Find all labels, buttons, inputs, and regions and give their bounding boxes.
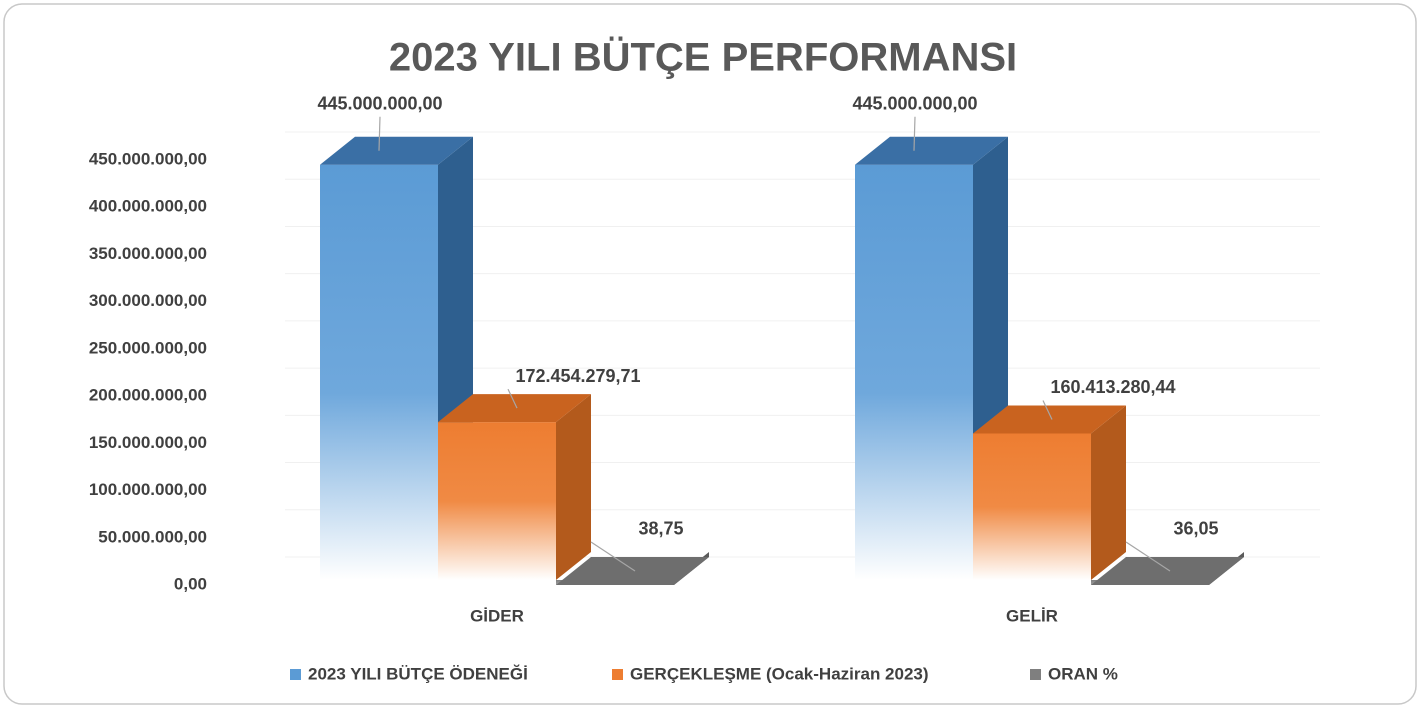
bar (438, 394, 591, 580)
bar (855, 136, 1008, 580)
bar-top (556, 556, 709, 585)
leader-line (590, 541, 636, 572)
bar-side (1091, 405, 1126, 580)
bar-front (438, 422, 556, 580)
legend-label: 2023 YILI BÜTÇE ÖDENEĞİ (308, 664, 528, 683)
leader-line (1125, 541, 1171, 572)
bar-top (320, 136, 473, 165)
y-tick-label: 350.000.000,00 (89, 244, 207, 263)
y-tick-label: 400.000.000,00 (89, 197, 207, 216)
leader-line (507, 388, 518, 409)
data-label: 445.000.000,00 (317, 93, 442, 113)
y-tick-label: 150.000.000,00 (89, 433, 207, 452)
bar-top (855, 136, 1008, 165)
legend-swatch (1030, 669, 1041, 680)
y-tick-label: 100.000.000,00 (89, 480, 207, 499)
y-tick-label: 200.000.000,00 (89, 386, 207, 405)
bar (973, 405, 1126, 580)
bar-top (438, 394, 591, 423)
legend-swatch (612, 669, 623, 680)
bar-front (973, 433, 1091, 580)
bar (1091, 552, 1244, 585)
chart-frame (3, 3, 1417, 705)
bar-top (973, 405, 1126, 434)
bar-front (855, 164, 973, 580)
legend-label: GERÇEKLEŞME (Ocak-Haziran 2023) (630, 664, 929, 683)
y-tick-label: 250.000.000,00 (89, 338, 207, 357)
data-label: 160.413.280,44 (1050, 377, 1175, 397)
data-label: 172.454.279,71 (515, 366, 640, 386)
data-label: 38,75 (638, 519, 683, 539)
y-tick-label: 0,00 (174, 574, 207, 593)
legend-label: ORAN % (1048, 664, 1118, 683)
x-tick-label: GELİR (1006, 606, 1058, 625)
leader-line (913, 116, 916, 151)
legend-swatch (290, 669, 301, 680)
x-tick-label: GİDER (470, 606, 524, 625)
y-tick-label: 50.000.000,00 (98, 527, 207, 546)
y-tick-label: 450.000.000,00 (89, 149, 207, 168)
data-label: 36,05 (1173, 519, 1218, 539)
bar-top (1091, 556, 1244, 585)
bar (556, 552, 709, 585)
chart-title: 2023 YILI BÜTÇE PERFORMANSI (389, 35, 1017, 80)
bar-side (556, 394, 591, 580)
bar-front (320, 164, 438, 580)
leader-line (1042, 400, 1053, 420)
leader-line (378, 116, 381, 151)
y-tick-label: 300.000.000,00 (89, 291, 207, 310)
data-label: 445.000.000,00 (852, 93, 977, 113)
